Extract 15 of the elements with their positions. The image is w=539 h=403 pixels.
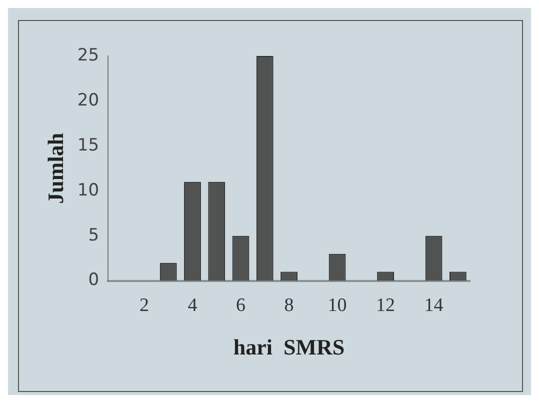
x-tick-label: 8 [284,295,294,316]
y-tick-label: 5 [88,225,100,246]
y-tick-label: 0 [88,270,100,290]
y-tick-label: 25 [77,45,100,66]
y-axis-title: Jumlah [42,132,68,204]
x-tick-label: 12 [376,295,396,316]
y-tick-label: 10 [77,180,100,200]
x-tick-label: 2 [139,295,149,316]
x-axis-title: hari SMRS [233,334,345,360]
x-tick-label: 14 [424,295,444,316]
x-tick-label: 10 [328,295,347,316]
y-tick-label: 15 [77,135,100,156]
y-tick-label: 20 [77,90,100,110]
x-tick-label: 4 [188,295,198,316]
x-tick-label: 6 [236,295,246,316]
